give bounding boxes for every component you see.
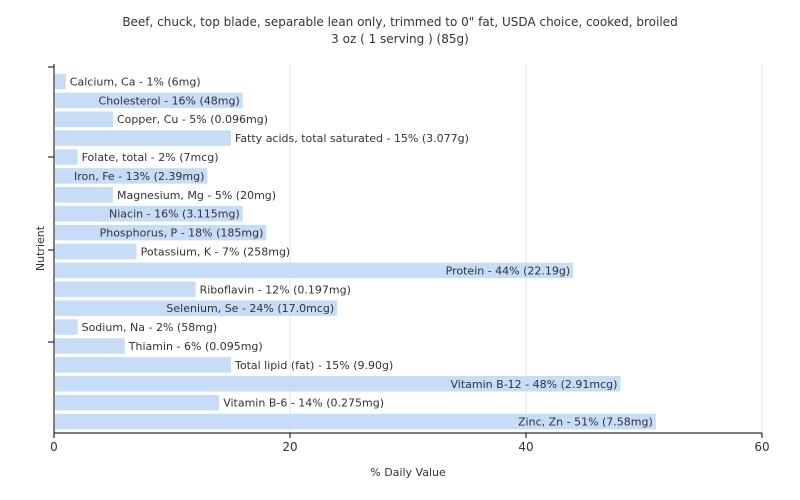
bar-label: Sodium, Na - 2% (58mg) [82, 321, 218, 334]
bar [55, 168, 208, 184]
x-tick-label: 20 [282, 440, 297, 454]
bar [55, 357, 231, 373]
x-tick-label: 0 [50, 440, 58, 454]
x-tick-label: 60 [754, 440, 769, 454]
bar [55, 130, 231, 146]
bar-label: Copper, Cu - 5% (0.096mg) [117, 113, 268, 126]
x-tick-label: 40 [518, 440, 533, 454]
bar-label: Calcium, Ca - 1% (6mg) [70, 75, 201, 88]
bar-label: Thiamin - 6% (0.095mg) [128, 340, 263, 353]
bar [55, 205, 243, 222]
bar [55, 92, 243, 109]
bar-label: Total lipid (fat) - 15% (9.90g) [234, 359, 393, 372]
bar [55, 243, 137, 260]
bar [55, 262, 574, 279]
bar [55, 73, 66, 90]
chart-subtitle: 3 oz ( 1 serving ) (85g) [331, 32, 469, 46]
bar [55, 149, 78, 165]
bar-label: Niacin - 16% (3.115mg) [109, 208, 240, 221]
bar-label: Protein - 44% (22.19g) [446, 264, 571, 277]
bar [55, 224, 267, 241]
bar [55, 319, 78, 335]
bar-label: Riboflavin - 12% (0.197mg) [200, 283, 351, 296]
bar-label: Phosphorus, P - 18% (185mg) [100, 227, 264, 240]
bar-label: Folate, total - 2% (7mcg) [82, 151, 219, 164]
bar [55, 376, 621, 392]
bar [55, 300, 338, 316]
x-axis-label: % Daily Value [370, 466, 446, 479]
bar [55, 187, 113, 203]
bar [55, 111, 113, 127]
bar-label: Iron, Fe - 13% (2.39mg) [74, 170, 204, 183]
chart-title: Beef, chuck, top blade, separable lean o… [122, 15, 678, 29]
bar [55, 281, 196, 298]
bar-label: Zinc, Zn - 51% (7.58mg) [518, 416, 653, 429]
bar [55, 338, 125, 354]
bar-label: Potassium, K - 7% (258mg) [141, 246, 291, 259]
bar-label: Vitamin B-12 - 48% (2.91mcg) [451, 378, 618, 391]
bar-label: Selenium, Se - 24% (17.0mcg) [166, 302, 334, 315]
bar-label: Cholesterol - 16% (48mg) [99, 94, 240, 107]
bar-label: Vitamin B-6 - 14% (0.275mg) [223, 397, 384, 410]
bar [55, 413, 656, 430]
bar [55, 394, 220, 411]
bar-label: Fatty acids, total saturated - 15% (3.07… [235, 132, 469, 145]
y-axis-label: Nutrient [34, 225, 47, 271]
bar-label: Magnesium, Mg - 5% (20mg) [117, 189, 276, 202]
